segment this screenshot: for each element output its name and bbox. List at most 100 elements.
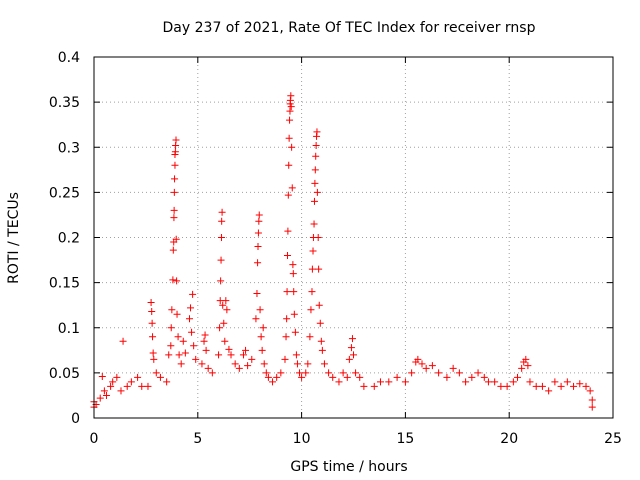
y-tick-label: 0.05 (49, 366, 80, 382)
data-point (435, 369, 443, 377)
data-point (518, 364, 526, 372)
data-point (200, 337, 208, 345)
data-point (360, 382, 368, 390)
data-point (588, 403, 596, 411)
data-point (173, 277, 181, 285)
data-point (217, 256, 225, 264)
data-point (408, 369, 416, 377)
plot-frame (93, 56, 614, 419)
data-point (414, 355, 422, 363)
data-point (171, 148, 179, 156)
data-point (285, 134, 293, 142)
data-point (343, 373, 351, 381)
data-point (167, 342, 175, 350)
data-point (288, 184, 296, 192)
data-point (215, 351, 223, 359)
grid-lines (94, 57, 613, 418)
data-point (177, 360, 185, 368)
data-point (316, 319, 324, 327)
y-axis-label: ROTI / TECUs (6, 192, 22, 284)
data-point (227, 351, 235, 359)
data-point (217, 277, 225, 285)
data-point (315, 301, 323, 309)
data-point (551, 378, 559, 386)
data-point (204, 364, 212, 372)
x-axis-label: GPS time / hours (290, 459, 407, 475)
data-point (192, 355, 200, 363)
data-point (318, 346, 326, 354)
data-point (526, 378, 534, 386)
data-point (385, 378, 393, 386)
data-point (298, 373, 306, 381)
y-tick-label: 0 (71, 411, 80, 427)
data-point (163, 378, 171, 386)
data-point (582, 382, 590, 390)
data-point (98, 372, 106, 380)
data-point (304, 360, 312, 368)
data-point (144, 382, 152, 390)
data-point (244, 362, 252, 370)
data-point (170, 214, 178, 222)
data-point (291, 328, 299, 336)
data-point (290, 288, 298, 296)
data-point (335, 378, 343, 386)
data-point (422, 364, 430, 372)
data-point (284, 227, 292, 235)
data-point (100, 387, 108, 395)
data-point (356, 373, 364, 381)
data-point (119, 337, 127, 345)
data-point (138, 382, 146, 390)
data-point (503, 382, 511, 390)
data-point (220, 319, 228, 327)
data-point (514, 373, 522, 381)
data-point (474, 369, 482, 377)
data-point (152, 369, 160, 377)
data-point (202, 346, 210, 354)
data-point (287, 103, 295, 111)
data-point (150, 355, 158, 363)
data-point (418, 360, 426, 368)
data-point (223, 306, 231, 314)
data-point (325, 369, 333, 377)
data-point (449, 364, 457, 372)
data-point (320, 360, 328, 368)
data-point (522, 355, 530, 363)
data-point (588, 396, 596, 404)
data-point (256, 306, 264, 314)
x-tick-label: 5 (193, 431, 202, 447)
data-point (348, 335, 356, 343)
data-point (329, 373, 337, 381)
data-point (538, 382, 546, 390)
data-point (254, 243, 262, 251)
data-point (287, 92, 295, 100)
data-point (264, 373, 272, 381)
data-point (339, 369, 347, 377)
data-point (317, 337, 325, 345)
data-point (283, 315, 291, 323)
x-tick-label: 10 (293, 431, 311, 447)
data-point (497, 382, 505, 390)
data-point (393, 373, 401, 381)
data-point (216, 324, 224, 332)
data-point (109, 378, 117, 386)
data-point (545, 387, 553, 395)
data-point (221, 337, 229, 345)
data-point (350, 351, 357, 359)
data-point (218, 217, 226, 225)
data-point (171, 161, 179, 169)
data-point (218, 208, 226, 216)
data-point (376, 378, 384, 386)
data-point (201, 331, 209, 339)
x-tick-label: 0 (90, 431, 99, 447)
y-tick-label: 0.1 (58, 321, 80, 337)
x-tick-label: 20 (500, 431, 518, 447)
data-point (168, 306, 176, 314)
data-point (190, 342, 198, 350)
data-point (257, 333, 265, 341)
data-point (302, 369, 310, 377)
data-point (288, 143, 296, 151)
data-point (239, 351, 247, 359)
data-point (283, 288, 291, 296)
chart-title: Day 237 of 2021, Rate Of TEC Index for r… (163, 20, 536, 36)
data-point (312, 152, 320, 160)
